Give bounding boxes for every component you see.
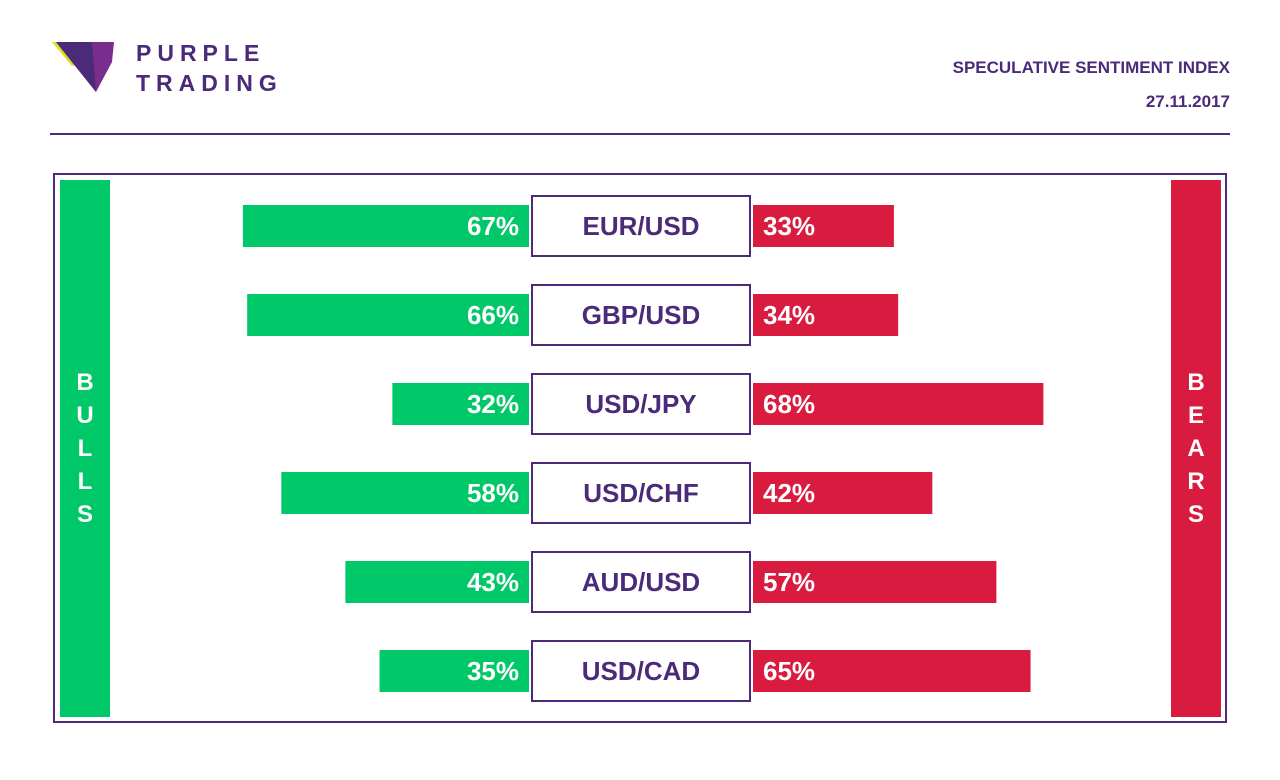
bear-value-label-aud-usd: 57% [763, 567, 815, 597]
report-date: 27.11.2017 [1145, 92, 1230, 111]
header-divider [50, 133, 1230, 135]
pair-label-gbp-usd: GBP/USD [582, 300, 700, 330]
bull-bar-eur-usd [242, 205, 529, 247]
bull-bar-usd-chf [281, 472, 529, 514]
bull-value-label-aud-usd: 43% [467, 567, 519, 597]
pair-label-box-eur-usd [531, 195, 751, 257]
bear-value-label-usd-chf: 42% [763, 478, 815, 508]
pair-label-box-usd-jpy [531, 373, 751, 435]
bear-value-label-gbp-usd: 34% [763, 300, 815, 330]
bulls-side-bar: BULLS [60, 180, 110, 717]
pair-label-eur-usd: EUR/USD [582, 211, 699, 241]
report-header: SPECULATIVE SENTIMENT INDEX 27.11.2017 [953, 56, 1230, 114]
bears-side-bar: BEARS [1171, 180, 1221, 717]
brand-line-1: PURPLE [136, 40, 266, 66]
bull-value-label-gbp-usd: 66% [467, 300, 519, 330]
pair-label-usd-cad: USD/CAD [582, 656, 700, 686]
bull-bar-gbp-usd [247, 294, 529, 336]
purple-trading-logo-icon [52, 42, 114, 92]
pair-label-box-gbp-usd [531, 284, 751, 346]
bull-bar-usd-cad [379, 650, 529, 692]
bear-bar-aud-usd [753, 561, 997, 603]
bear-bar-usd-cad [753, 650, 1031, 692]
bear-bar-usd-jpy [753, 383, 1044, 425]
bull-bar-aud-usd [345, 561, 529, 603]
pair-label-usd-jpy: USD/JPY [585, 389, 696, 419]
bear-bar-eur-usd [753, 205, 894, 247]
bull-value-label-usd-cad: 35% [467, 656, 519, 686]
brand-line-2: TRADING [136, 70, 283, 96]
bears-label: BEARS [1187, 369, 1205, 528]
pair-label-aud-usd: AUD/USD [582, 567, 700, 597]
bear-value-label-usd-jpy: 68% [763, 389, 815, 419]
bear-value-label-eur-usd: 33% [763, 211, 815, 241]
bull-value-label-eur-usd: 67% [467, 211, 519, 241]
chart-panel [53, 173, 1227, 723]
bear-bar-usd-chf [753, 472, 933, 514]
bulls-label: BULLS [76, 369, 94, 528]
bull-value-label-usd-chf: 58% [467, 478, 519, 508]
bear-value-label-usd-cad: 65% [763, 656, 815, 686]
pair-label-box-aud-usd [531, 551, 751, 613]
pair-label-usd-chf: USD/CHF [583, 478, 699, 508]
bull-value-label-usd-jpy: 32% [467, 389, 519, 419]
brand-name: PURPLE TRADING [136, 38, 283, 98]
bull-bar-usd-jpy [392, 383, 529, 425]
bear-bar-gbp-usd [753, 294, 899, 336]
pair-label-box-usd-chf [531, 462, 751, 524]
report-title: SPECULATIVE SENTIMENT INDEX [952, 58, 1230, 77]
pair-label-box-usd-cad [531, 640, 751, 702]
